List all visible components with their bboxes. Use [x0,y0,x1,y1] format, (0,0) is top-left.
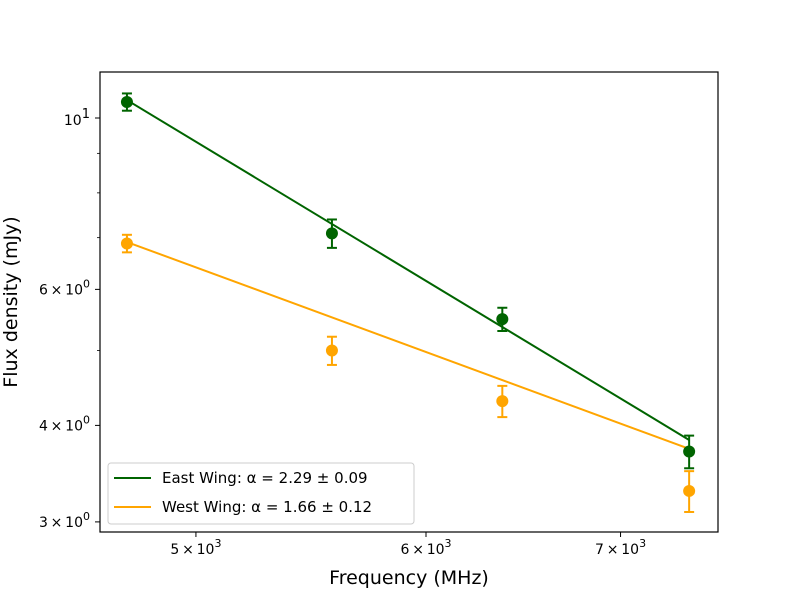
x-tick-label: 7 × 103 [595,537,646,558]
y-tick-label: 4 × 100 [39,413,90,434]
east-wing-legend-label: East Wing: α = 2.29 ± 0.09 [162,469,368,487]
legend-entry-west-wing: West Wing: α = 1.66 ± 0.12 [114,498,372,516]
legend: East Wing: α = 2.29 ± 0.09 West Wing: α =… [107,462,415,525]
y-tick-label: 6 × 100 [39,277,90,298]
x-axis-ticks: 5 × 103 6 × 103 7 × 103 [170,532,646,558]
west-wing-data-point [120,237,133,250]
y-tick-label: 101 [64,107,90,129]
y-axis-ticks: 101 6 × 100 4 × 100 3 × 100 [39,107,100,531]
west-wing-data-point [325,344,338,357]
legend-box [107,462,415,525]
y-tick-label: 3 × 100 [39,510,90,531]
east-wing-data-point [496,313,509,326]
east-wing-data-point [683,445,696,458]
y-axis-label: Flux density (mJy) [0,216,22,387]
east-wing-data-point [120,95,133,108]
plot-frame [99,71,719,533]
west-wing-data-point [683,484,696,497]
west-wing-data-point [496,395,509,408]
data-points [120,95,696,497]
x-axis-label: Frequency (MHz) [329,567,489,589]
legend-entry-east-wing: East Wing: α = 2.29 ± 0.09 [114,469,368,487]
fit-lines [126,99,690,450]
west-wing-fit-line [126,241,690,450]
x-tick-label: 6 × 103 [400,537,451,558]
x-tick-label: 5 × 103 [170,537,221,558]
plot-area [100,72,718,532]
east-wing-data-point [325,227,338,240]
west-wing-legend-label: West Wing: α = 1.66 ± 0.12 [162,498,372,516]
east-wing-fit-line [126,99,690,441]
